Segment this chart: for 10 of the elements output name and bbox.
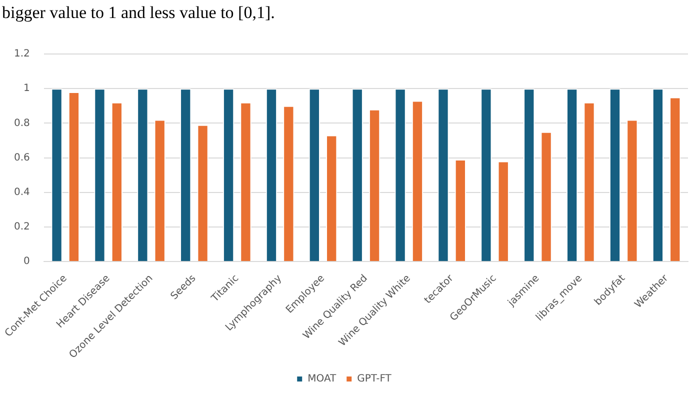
y-tick-label: 0 [24, 256, 30, 268]
y-tick-label: 1.2 [14, 48, 30, 60]
text: bigger value to 1 and less value to [0,1]. [1, 2, 276, 24]
y-tick-label: 0.4 [14, 186, 30, 198]
y-tick-label: 0.6 [14, 152, 30, 164]
y-tick-label: 1 [24, 83, 30, 94]
legend-label: GPT-FT [357, 374, 392, 385]
legend-label: MOAT [308, 374, 338, 385]
y-tick-label: 0.2 [14, 222, 30, 233]
y-tick-label: 0.8 [14, 118, 30, 129]
